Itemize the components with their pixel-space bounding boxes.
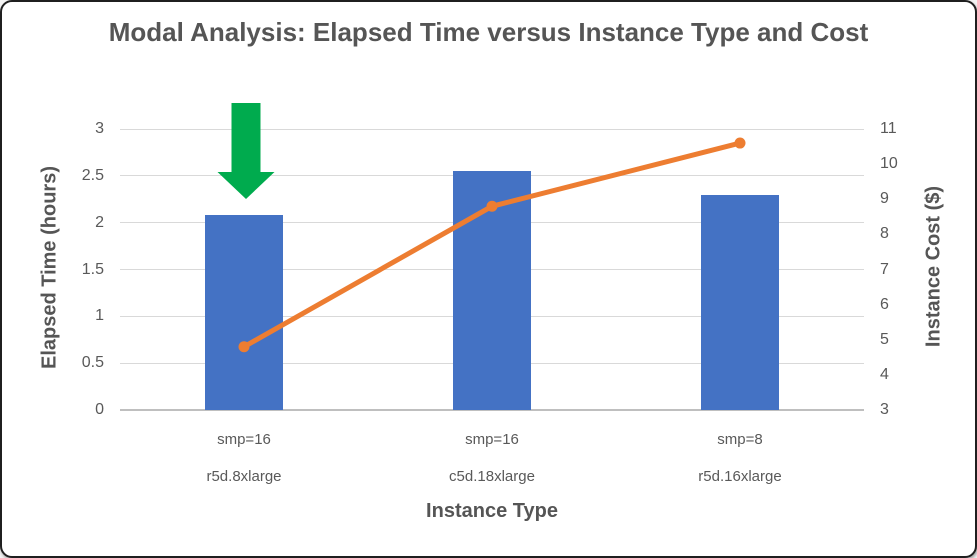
y-axis-right-tick: 10 [880, 155, 898, 173]
gridline [120, 409, 864, 411]
y-axis-left-tick: 0 [95, 401, 104, 418]
y-axis-left-tick: 3 [95, 120, 104, 137]
cost-line-marker [734, 137, 746, 149]
y-axis-right-tick: 3 [880, 401, 889, 418]
y-axis-left-tick: 1 [95, 307, 104, 325]
y-axis-left-tick: 2 [95, 213, 104, 231]
x-category-smp-label: smp=8 [717, 431, 763, 448]
y-axis-left-tick: 0.5 [81, 354, 104, 372]
y-axis-right-tick: 8 [880, 225, 889, 243]
bar-r5d-8xlarge [205, 215, 283, 410]
y-axis-right-tick: 7 [880, 260, 889, 278]
bar-c5d-18xlarge [453, 171, 531, 410]
y-axis-right-tick: 6 [880, 295, 889, 313]
bar-r5d-16xlarge [701, 194, 779, 410]
y-axis-right-tick: 5 [880, 330, 889, 348]
chart-title-text: Modal Analysis: Elapsed Time versus Inst… [108, 17, 869, 47]
x-category-name-label: c5d.18xlarge [449, 468, 535, 485]
y-axis-right-tick: 4 [880, 365, 889, 383]
y-axis-right-tick: 11 [880, 120, 897, 137]
x-category-smp-label: smp=16 [465, 431, 519, 448]
plot-area [120, 128, 864, 411]
x-axis-title: Instance Type [426, 500, 558, 522]
x-category-name-label: r5d.8xlarge [206, 468, 282, 485]
y-axis-left-tick: 1.5 [81, 260, 104, 278]
chart-title: Modal Analysis: Elapsed Time versus Inst… [2, 16, 975, 49]
y-axis-right-tick: 9 [880, 190, 889, 208]
y-axis-left-tick: 2.5 [81, 166, 104, 184]
x-category-name-label: r5d.16xlarge [698, 468, 782, 485]
x-category-smp-label: smp=16 [217, 431, 271, 448]
gridline [120, 128, 864, 130]
